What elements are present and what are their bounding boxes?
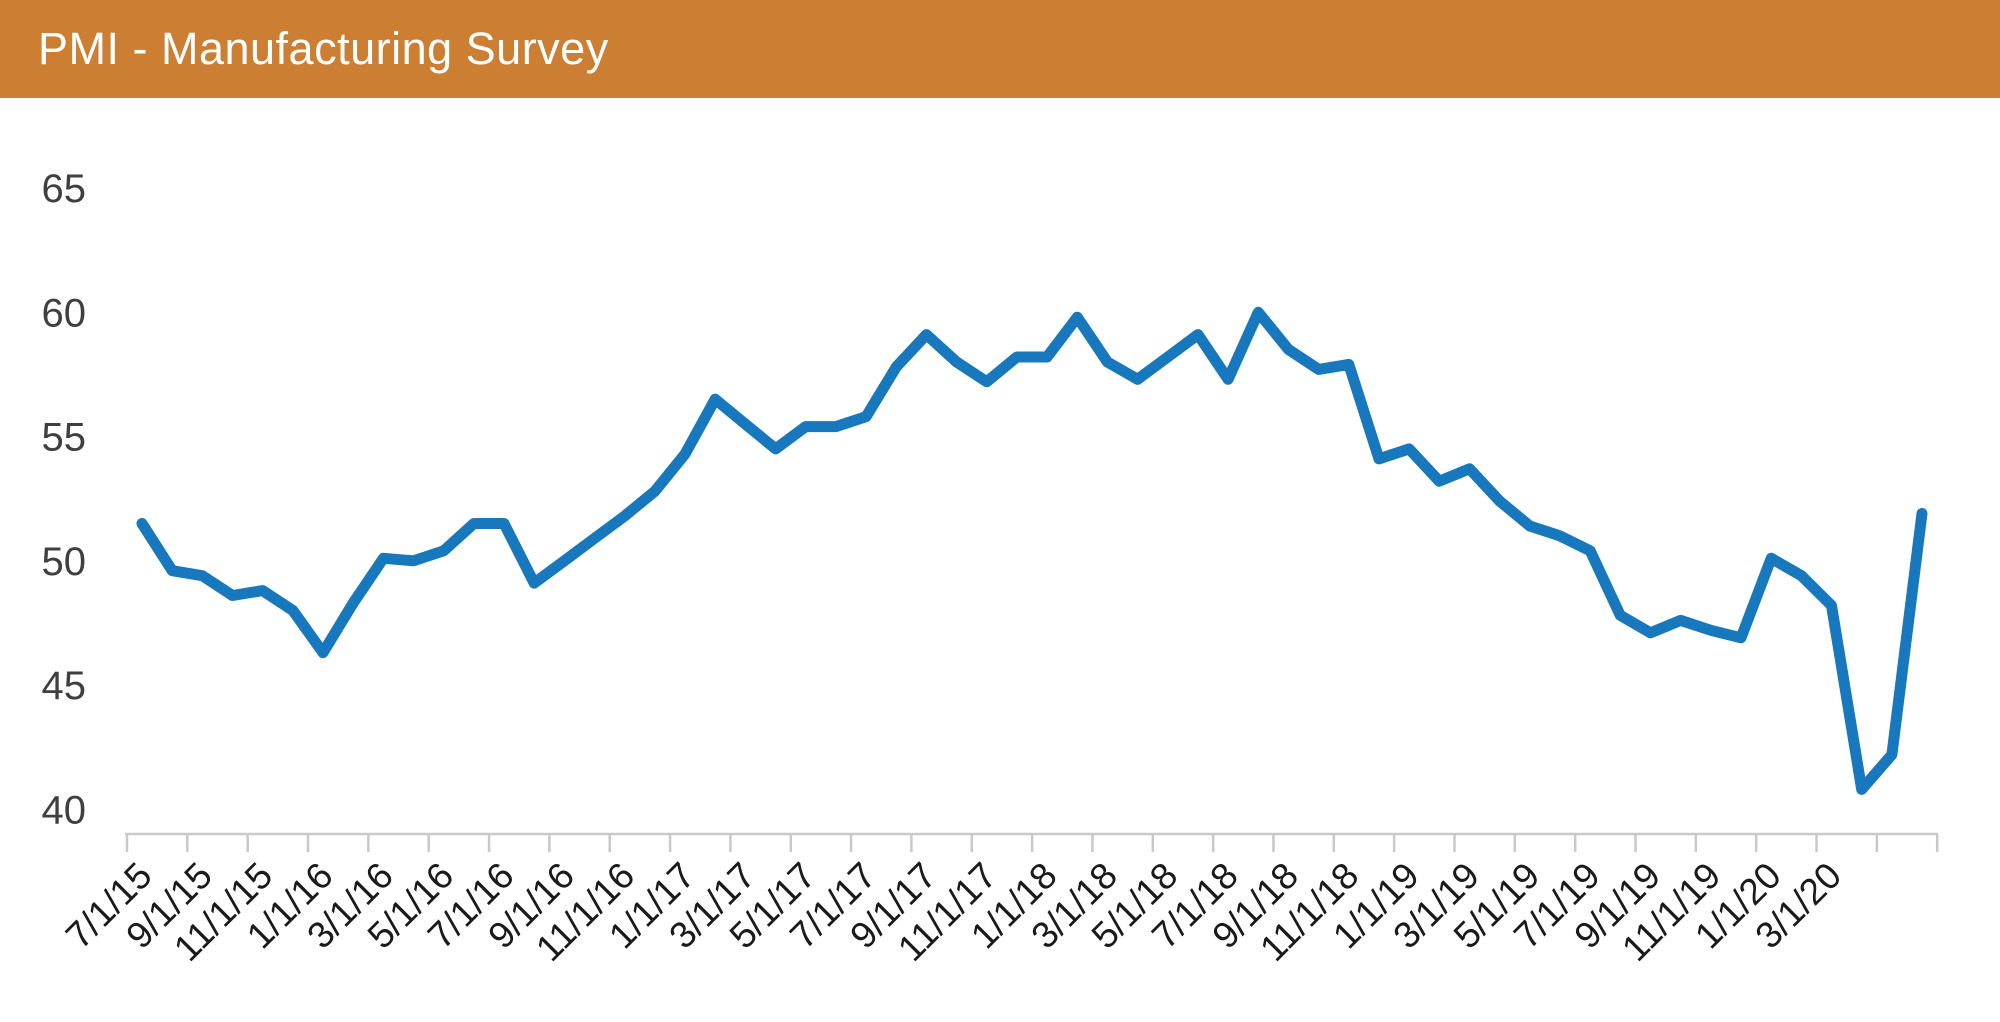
x-axis-labels: 7/1/159/1/1511/1/151/1/163/1/165/1/167/1… (58, 855, 1849, 969)
pmi-series (136, 306, 1928, 795)
header-bar: PMI - Manufacturing Survey (0, 0, 2000, 98)
pmi-series-line (136, 306, 1928, 795)
y-tick-label: 65 (42, 167, 87, 211)
y-tick-label: 40 (42, 788, 87, 832)
y-tick-label: 60 (42, 291, 87, 335)
page-title: PMI - Manufacturing Survey (38, 23, 609, 74)
y-tick-label: 50 (42, 540, 87, 584)
y-tick-label: 45 (42, 664, 87, 708)
y-tick-label: 55 (42, 416, 87, 460)
x-axis (125, 832, 1939, 852)
y-axis-labels: 40 45 50 55 60 65 (42, 167, 87, 832)
